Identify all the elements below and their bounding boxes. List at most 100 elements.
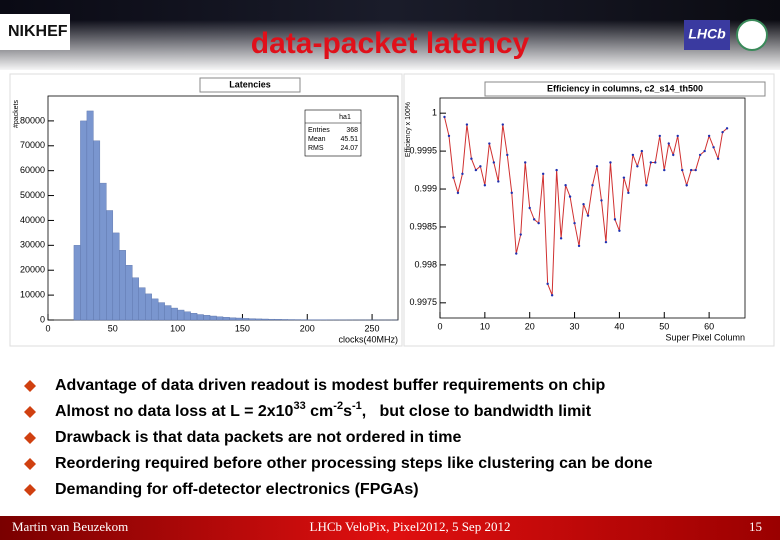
bullet-segment: s	[343, 403, 352, 420]
footer-bar	[0, 516, 780, 540]
histogram-bar	[99, 182, 107, 321]
histogram-bar	[255, 318, 263, 321]
x-tick-label: 50	[659, 321, 669, 331]
bullet-list: Advantage of data driven readout is mode…	[24, 377, 653, 498]
histogram-bar	[196, 314, 204, 321]
point-marker	[685, 184, 688, 187]
x-tick-label: 30	[570, 321, 580, 331]
histogram-bar	[190, 313, 198, 321]
stats-name: ha1	[339, 114, 351, 121]
point-marker	[604, 240, 608, 244]
bullet-text: Demanding for off-detector electronics (…	[55, 481, 419, 498]
bullet-text: Almost no data loss at L = 2x1033 cm-2s-…	[55, 400, 592, 420]
point-marker	[649, 161, 653, 164]
y-tick-label: 40000	[20, 215, 45, 225]
point-marker	[672, 153, 675, 157]
point-marker	[600, 199, 603, 202]
page-number: 15	[749, 519, 762, 534]
histogram-bar	[222, 317, 230, 321]
point-marker	[506, 153, 509, 157]
x-tick-label: 100	[170, 323, 185, 333]
point-marker	[479, 165, 482, 168]
point-marker	[712, 146, 715, 149]
footer-event: LHCb VeloPix, Pixel2012, 5 Sep 2012	[310, 519, 511, 534]
histogram-bar	[209, 315, 217, 321]
stats-value: 24.07	[340, 145, 358, 152]
point-marker	[573, 221, 576, 225]
point-marker	[627, 191, 630, 195]
point-marker	[694, 168, 697, 172]
x-tick-label: 0	[437, 321, 442, 331]
logo-right-bg	[684, 20, 730, 50]
histogram-bar	[170, 307, 178, 321]
point-marker	[654, 161, 657, 164]
point-marker	[698, 153, 702, 157]
point-marker	[546, 282, 549, 286]
series-line	[443, 116, 728, 296]
histogram-bar	[164, 305, 172, 321]
x-tick-label: 20	[525, 321, 535, 331]
point-marker	[681, 168, 684, 172]
histogram-bar	[274, 319, 282, 321]
bullet-marker	[24, 458, 36, 470]
stats-label: Mean	[308, 136, 326, 143]
point-marker	[658, 134, 661, 138]
point-marker	[663, 168, 666, 172]
point-marker	[577, 244, 581, 248]
point-marker	[532, 218, 536, 221]
point-marker	[474, 168, 478, 172]
histogram-bar	[80, 120, 88, 321]
x-tick-label: 10	[480, 321, 490, 331]
point-marker	[618, 229, 621, 232]
point-marker	[645, 184, 648, 187]
bullet-marker	[24, 484, 36, 496]
histogram-bar	[157, 302, 165, 321]
stats-value: 45.51	[340, 136, 358, 143]
y-tick-label: 50000	[20, 190, 45, 200]
bullet-segment: Advantage of data driven readout is mode…	[55, 377, 606, 394]
y-tick-label: 0.9985	[409, 221, 437, 231]
stats-label: Entries	[308, 127, 330, 134]
y-axis-label: Efficiency x 100%	[405, 102, 412, 157]
chart-title: Latencies	[229, 79, 271, 89]
point-marker	[555, 168, 558, 172]
histogram-bar	[73, 245, 81, 321]
y-tick-label: 1	[432, 108, 437, 118]
point-marker	[483, 184, 487, 187]
point-marker	[721, 130, 724, 134]
stats-value: 368	[346, 127, 358, 134]
logo-seal	[736, 19, 768, 51]
histogram-bar	[119, 250, 126, 321]
histogram-bar	[145, 293, 152, 321]
point-marker	[631, 153, 635, 157]
histogram-bar	[132, 277, 139, 321]
point-marker	[497, 180, 500, 183]
bullet-text: Advantage of data driven readout is mode…	[55, 377, 606, 394]
point-marker	[443, 115, 446, 119]
point-marker	[461, 172, 464, 176]
bullet-marker	[24, 380, 36, 392]
point-marker	[568, 195, 572, 198]
histogram-bar	[248, 318, 256, 321]
point-marker	[447, 134, 451, 138]
bullet-segment: cm	[306, 403, 334, 420]
y-tick-label: 0.999	[414, 183, 437, 193]
x-tick-label: 200	[300, 323, 315, 333]
point-marker	[591, 184, 594, 187]
point-marker	[676, 134, 679, 138]
histogram-bar	[151, 298, 159, 321]
point-marker	[524, 161, 527, 164]
footer-author: Martin van Beuzekom	[12, 519, 128, 534]
logo-left: NIKHEF	[8, 23, 68, 40]
point-marker	[488, 142, 491, 145]
bullet-marker	[24, 432, 36, 444]
y-tick-label: 60000	[20, 165, 45, 175]
x-tick-label: 40	[614, 321, 624, 331]
point-marker	[689, 168, 693, 172]
bullet-segment: Reordering required before other process…	[55, 455, 653, 472]
histogram-bar	[281, 319, 289, 321]
logo-bg	[0, 14, 70, 50]
point-marker	[613, 218, 617, 221]
histogram-bar	[125, 265, 133, 321]
